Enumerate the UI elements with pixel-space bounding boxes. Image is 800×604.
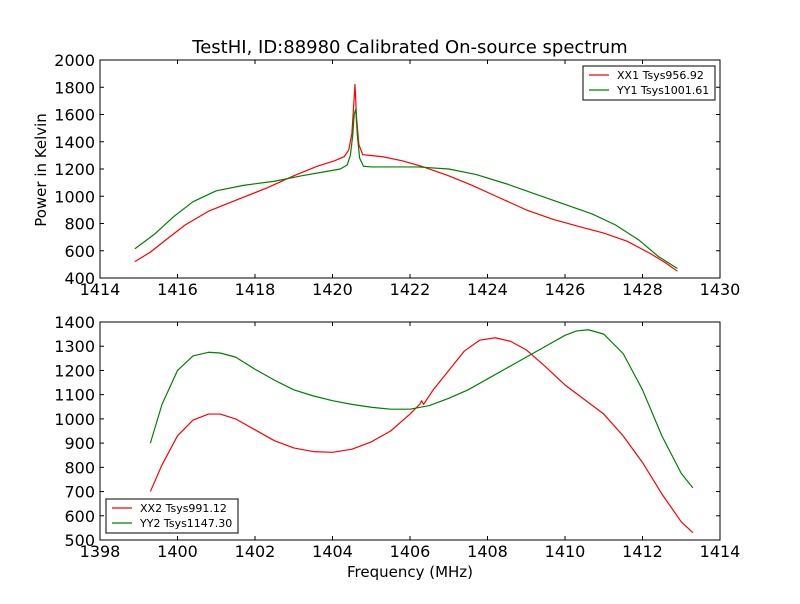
bottom-x-tick-label: 1400: [157, 542, 198, 561]
top-x-tick-label: 1416: [157, 280, 198, 299]
bottom-x-tick-label: 1404: [312, 542, 353, 561]
top-x-tick-label: 1424: [467, 280, 508, 299]
bottom-x-tick-label: 1414: [700, 542, 741, 561]
bottom-x-tick-label: 1412: [622, 542, 663, 561]
top-y-tick-label: 1400: [54, 133, 95, 152]
y-axis-label: Power in Kelvin: [32, 113, 50, 227]
top-x-tick-label: 1426: [545, 280, 586, 299]
bottom-x-tick-label: 1402: [235, 542, 276, 561]
bottom-y-tick-label: 1200: [54, 361, 95, 380]
bottom-y-tick-label: 1400: [54, 313, 95, 332]
bottom-series-line-1: [149, 337, 694, 534]
bottom-series-line-2: [149, 329, 694, 489]
top-y-tick-label: 1000: [54, 187, 95, 206]
top-y-tick-label: 1200: [54, 160, 95, 179]
bottom-y-tick-label: 900: [64, 434, 95, 453]
bottom-legend-box: [105, 498, 239, 534]
top-y-tick-label: 2000: [54, 51, 95, 70]
bottom-y-tick-label: 600: [64, 507, 95, 526]
top-y-tick-label: 1600: [54, 106, 95, 125]
bottom-y-tick-label: 800: [64, 458, 95, 477]
bottom-y-tick-label: 1000: [54, 410, 95, 429]
top-legend-label-1: XX1 Tsys956.92: [617, 69, 704, 82]
top-x-tick-label: 1420: [312, 280, 353, 299]
top-y-tick-label: 1800: [54, 78, 95, 97]
top-x-tick-label: 1428: [622, 280, 663, 299]
bottom-x-tick-label: 1406: [390, 542, 431, 561]
top-y-tick-label: 400: [64, 269, 95, 288]
top-legend-box: [582, 65, 716, 101]
top-legend-label-2: YY1 Tsys1001.61: [616, 84, 709, 97]
top-y-tick-label: 600: [64, 242, 95, 261]
x-axis-label: Frequency (MHz): [347, 563, 473, 581]
bottom-x-tick-label: 1410: [545, 542, 586, 561]
top-series-line-2: [134, 108, 678, 269]
bottom-legend-label-1: XX2 Tsys991.12: [140, 502, 227, 515]
bottom-y-tick-label: 1300: [54, 337, 95, 356]
top-y-tick-label: 800: [64, 215, 95, 234]
top-x-tick-label: 1430: [700, 280, 741, 299]
bottom-x-tick-label: 1408: [467, 542, 508, 561]
bottom-y-tick-label: 700: [64, 483, 95, 502]
bottom-legend-label-2: YY2 Tsys1147.30: [139, 517, 232, 530]
top-x-tick-label: 1414: [80, 280, 121, 299]
top-panel: 1414 1416 1418 1420 1422 1424 1426 1428 1430 400 6…: [54, 51, 740, 299]
chart-title: TestHI, ID:88980 Calibrated On-source sp…: [191, 37, 627, 58]
bottom-y-tick-label: 1100: [54, 386, 95, 405]
bottom-panel: 1398 1400 1402 1404 1406 1408 1410 1412 1414 500 6…: [54, 313, 740, 561]
top-x-tick-label: 1422: [390, 280, 431, 299]
top-x-tick-label: 1418: [235, 280, 276, 299]
bottom-x-tick-label: 1398: [80, 542, 121, 561]
bottom-y-tick-label: 500: [64, 531, 95, 550]
